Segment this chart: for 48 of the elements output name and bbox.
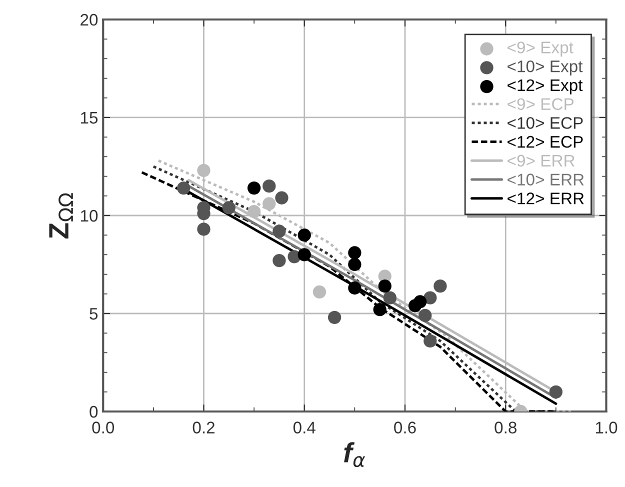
point — [197, 222, 210, 236]
x-axis-title: f$_{α}$ — [344, 442, 366, 468]
legend-label: <12> ECP — [508, 136, 583, 148]
point — [197, 164, 210, 177]
y-tick-label: 20 — [80, 14, 98, 26]
y-tick-label: 5 — [90, 308, 98, 320]
legend-label: <9> ECP — [508, 98, 574, 110]
point — [378, 279, 392, 293]
point — [414, 295, 427, 308]
legend-label: <12> ERR — [508, 192, 584, 204]
point — [272, 224, 286, 238]
point — [272, 254, 286, 268]
y-axis-title: Z$_{ΩΩ}$ — [49, 193, 73, 239]
text: 1.0 — [596, 422, 618, 434]
x-tick-label: 0.6 — [394, 422, 416, 434]
point — [312, 285, 326, 299]
legend-label: <10> Expt — [508, 60, 583, 76]
point — [247, 204, 261, 218]
text: 0.0 — [92, 422, 114, 434]
point — [549, 385, 563, 398]
y-tick-label: 0 — [90, 406, 98, 418]
x-tick-label: 0.2 — [192, 422, 214, 434]
y-tick-label: 10 — [81, 210, 98, 222]
point — [222, 201, 236, 214]
point — [373, 303, 386, 316]
point — [275, 191, 288, 204]
y-tick-label: 15 — [81, 112, 98, 124]
point — [298, 248, 311, 262]
x-tick-label: 0.8 — [494, 422, 516, 434]
legend-label: <9> Expt — [508, 42, 574, 57]
legend-label: <12> Expt — [508, 79, 583, 94]
x-tick-label: 0.4 — [293, 422, 316, 434]
legend-label: <10> ECP — [508, 117, 583, 129]
point — [177, 181, 190, 195]
point — [348, 258, 362, 272]
legend-label: <9> ERR — [508, 154, 575, 167]
point — [348, 246, 362, 260]
legend-label: <10> ERR — [508, 174, 584, 186]
point — [348, 281, 362, 295]
point — [383, 291, 396, 304]
point — [424, 334, 437, 348]
point — [298, 228, 311, 242]
point — [418, 308, 432, 322]
point — [262, 197, 276, 210]
point — [434, 279, 447, 293]
point — [247, 181, 261, 195]
point — [262, 180, 276, 193]
point — [328, 310, 342, 324]
